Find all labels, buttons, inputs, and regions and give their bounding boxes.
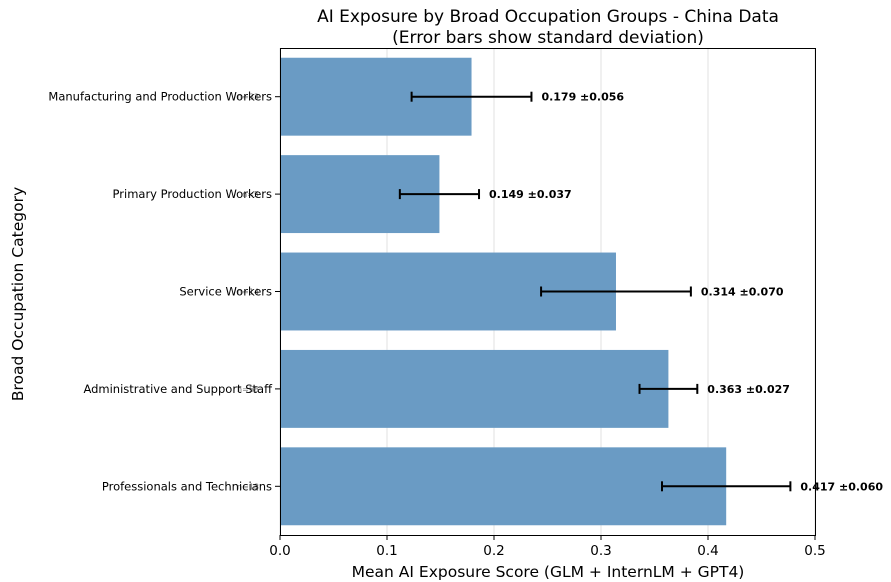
chart-subtitle: (Error bars show standard deviation) (392, 28, 704, 48)
sample-size-label: n=58 (237, 385, 259, 394)
bar (280, 349, 669, 428)
x-ticks: 0.0 0.1 0.2 0.3 0.4 0.5 (269, 96, 826, 559)
sample-size-label: n=18 (237, 482, 259, 491)
error-bar (410, 91, 533, 102)
category-label: Service Workers (179, 285, 272, 299)
x-tick-label: 0.0 (269, 543, 290, 559)
bar (280, 447, 727, 526)
bars: 0.179 ±0.056 0.149 ±0.037 0.314 ±0.070 0.36… (280, 57, 883, 526)
data-label: 0.149 ±0.037 (489, 188, 572, 201)
x-tick-label: 0.2 (483, 543, 504, 559)
y-axis-label: Broad Occupation Category (9, 187, 27, 401)
x-axis-label: Mean AI Exposure Score (GLM + InternLM +… (352, 563, 745, 581)
data-label: 0.179 ±0.056 (541, 91, 624, 104)
sample-size-label: n=33 (237, 93, 259, 102)
data-label: 0.417 ±0.060 (800, 480, 883, 493)
sample-size-label: n=5 (242, 190, 259, 199)
x-tick-label: 0.5 (804, 543, 825, 559)
plot-frame (280, 48, 816, 536)
x-tick-label: 0.3 (590, 543, 611, 559)
sample-size-label: n=14 (237, 288, 259, 297)
category-label: Administrative and Support Staff (83, 382, 273, 396)
category-label: Manufacturing and Production Workers (48, 90, 272, 104)
error-bar (398, 189, 481, 200)
error-bar (660, 481, 792, 492)
data-label: 0.314 ±0.070 (701, 286, 784, 299)
data-label: 0.363 ±0.027 (707, 383, 790, 396)
category-label: Primary Production Workers (113, 187, 272, 201)
category-label: Professionals and Technicians (102, 479, 272, 493)
chart-title: AI Exposure by Broad Occupation Groups -… (317, 7, 779, 27)
x-tick-label: 0.1 (376, 543, 397, 559)
x-tick-label: 0.4 (697, 543, 718, 559)
error-bar (540, 286, 692, 297)
error-bar (638, 383, 699, 394)
